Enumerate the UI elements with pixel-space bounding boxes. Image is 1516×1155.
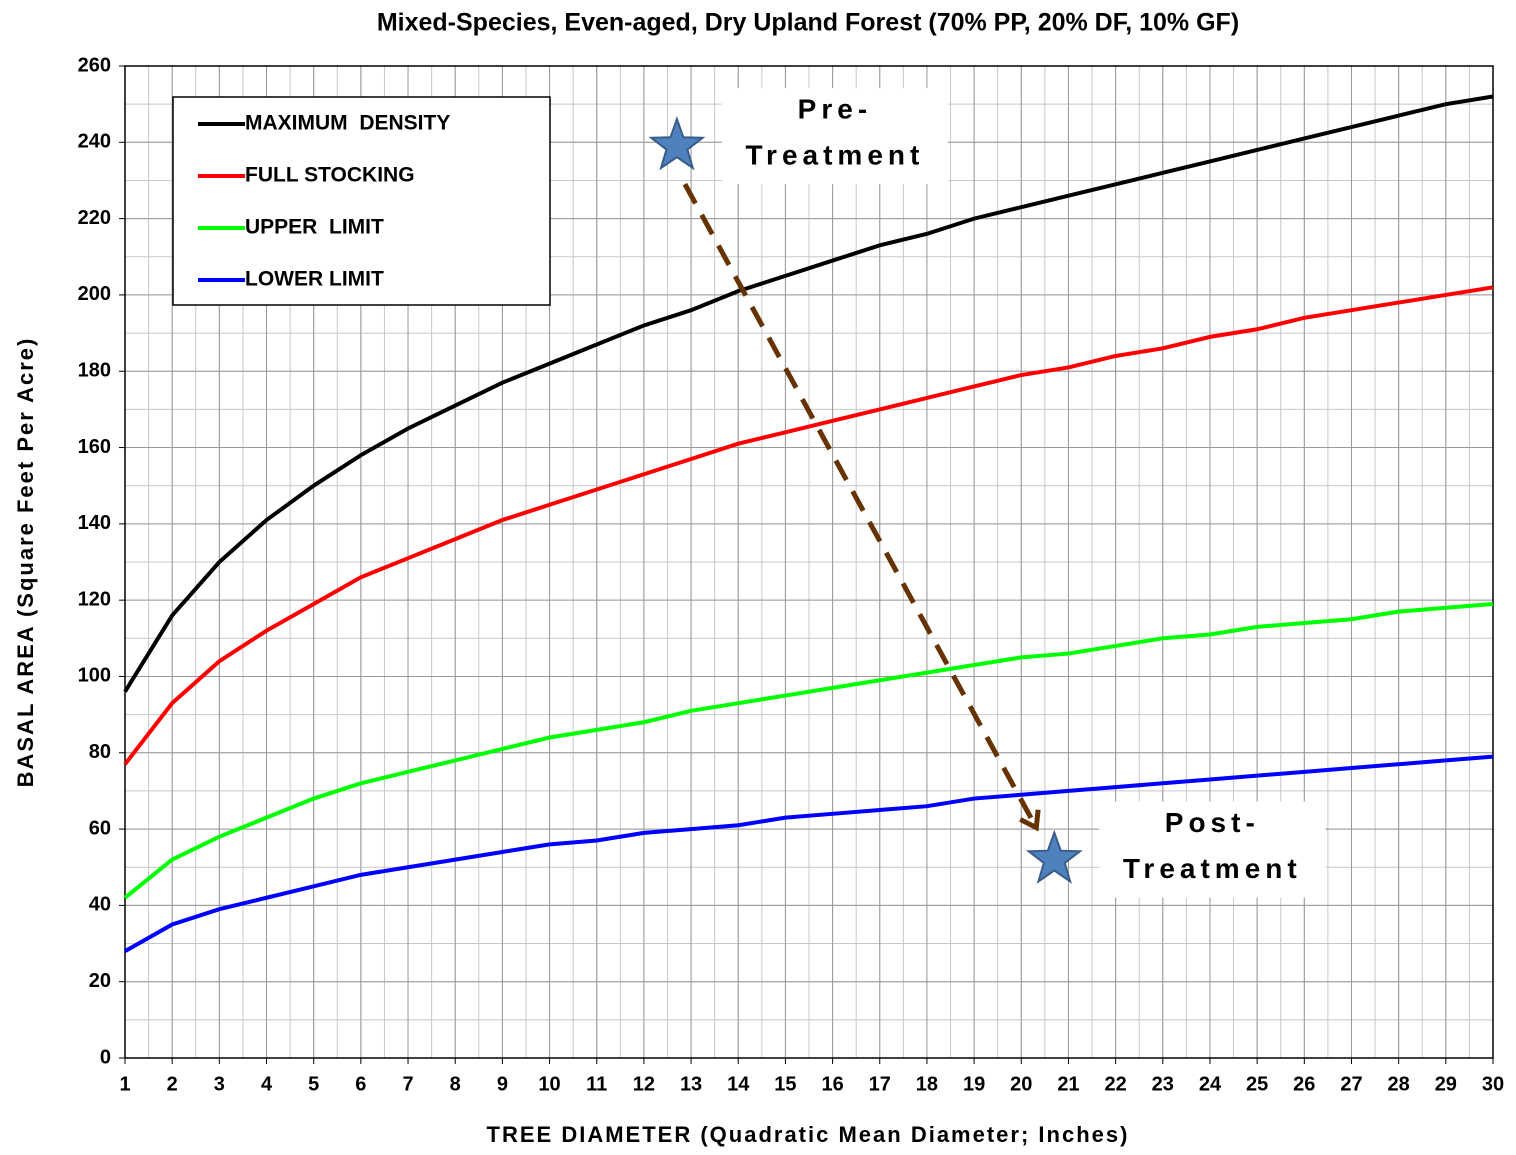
- y-tick-label: 220: [78, 207, 111, 229]
- x-tick-label: 17: [869, 1073, 891, 1095]
- annotation-label: Post-: [1165, 807, 1260, 838]
- legend-label: MAXIMUM DENSITY: [245, 112, 450, 135]
- y-axis-label: BASAL AREA (Square Feet Per Acre): [13, 337, 38, 788]
- y-tick-label: 180: [78, 360, 111, 382]
- x-tick-label: 28: [1388, 1073, 1410, 1095]
- x-tick-label: 3: [214, 1073, 225, 1095]
- x-tick-label: 21: [1057, 1073, 1079, 1095]
- arrow-head: [1019, 809, 1041, 832]
- y-tick-label: 140: [78, 512, 111, 534]
- star-marker: [648, 116, 706, 171]
- y-tick-label: 80: [89, 741, 111, 763]
- x-tick-label: 7: [402, 1073, 413, 1095]
- annotation-bg: [1099, 801, 1326, 898]
- x-tick-label: 29: [1435, 1073, 1457, 1095]
- x-tick-label: 16: [821, 1073, 843, 1095]
- x-tick-label: 10: [538, 1073, 560, 1095]
- y-tick-label: 240: [78, 131, 111, 153]
- x-tick-label: 4: [261, 1073, 273, 1095]
- x-axis-label: TREE DIAMETER (Quadratic Mean Diameter; …: [487, 1122, 1130, 1147]
- series-line: [123, 94, 1494, 693]
- annotation-label: Pre-: [798, 94, 872, 125]
- series-line: [123, 285, 1494, 766]
- series-line: [124, 754, 1494, 953]
- annotation-label: Treatment: [1123, 853, 1302, 884]
- y-tick-label: 40: [89, 894, 111, 916]
- legend-box: [172, 96, 551, 306]
- y-tick-label: 100: [78, 665, 111, 687]
- x-tick-label: 8: [450, 1073, 461, 1095]
- y-tick-label: 260: [78, 54, 111, 76]
- annotation-label: Treatment: [746, 140, 925, 171]
- x-tick-label: 27: [1340, 1073, 1362, 1095]
- x-tick-label: 11: [586, 1073, 607, 1095]
- x-tick-label: 15: [774, 1073, 796, 1095]
- x-tick-label: 22: [1104, 1073, 1126, 1095]
- legend-label: LOWER LIMIT: [245, 268, 384, 291]
- x-tick-label: 2: [167, 1073, 178, 1095]
- y-tick-label: 60: [89, 817, 111, 839]
- y-tick-label: 20: [89, 970, 111, 992]
- x-tick-label: 12: [633, 1073, 655, 1095]
- x-tick-label: 18: [916, 1073, 938, 1095]
- x-tick-label: 9: [497, 1073, 508, 1095]
- x-tick-label: 25: [1246, 1073, 1268, 1095]
- x-tick-label: 1: [119, 1073, 130, 1095]
- x-tick-label: 19: [963, 1073, 985, 1095]
- x-tick-label: 30: [1482, 1073, 1504, 1095]
- star-marker: [1025, 829, 1083, 884]
- y-tick-label: 120: [78, 588, 111, 610]
- x-tick-label: 23: [1152, 1073, 1174, 1095]
- arrow-line: [682, 182, 1039, 829]
- annotation-bg: [721, 88, 948, 185]
- y-tick-label: 160: [78, 436, 111, 458]
- series-line: [123, 601, 1494, 900]
- x-tick-label: 26: [1293, 1073, 1315, 1095]
- x-tick-label: 24: [1199, 1073, 1222, 1095]
- legend-label: UPPER LIMIT: [245, 216, 384, 239]
- x-tick-label: 13: [680, 1073, 702, 1095]
- x-tick-label: 5: [308, 1073, 319, 1095]
- x-tick-label: 6: [355, 1073, 366, 1095]
- chart-title: Mixed-Species, Even-aged, Dry Upland For…: [377, 9, 1239, 37]
- x-tick-label: 14: [727, 1073, 750, 1095]
- plot-frame: [124, 65, 1494, 1059]
- y-tick-label: 200: [78, 283, 111, 305]
- y-tick-label: 0: [100, 1046, 111, 1068]
- x-tick-label: 20: [1010, 1073, 1032, 1095]
- legend-label: FULL STOCKING: [245, 164, 415, 187]
